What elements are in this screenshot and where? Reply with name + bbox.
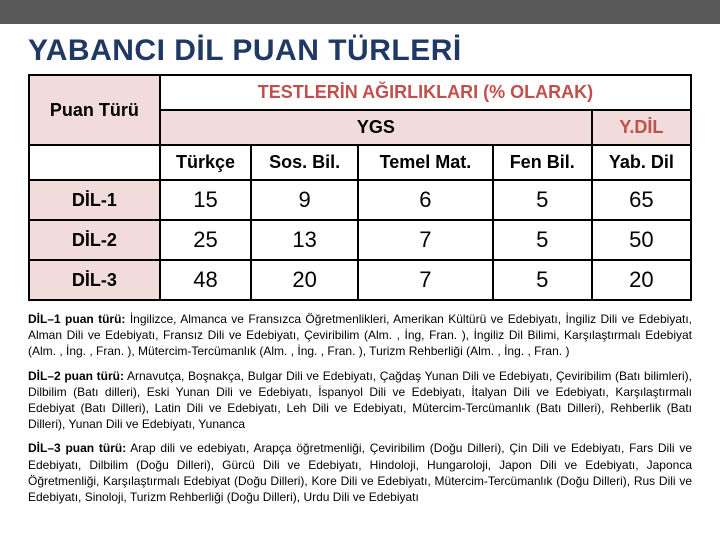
row-label: DİL-2 <box>29 220 160 260</box>
cell: 6 <box>358 180 492 220</box>
blank-cell <box>29 145 160 180</box>
cell: 7 <box>358 260 492 300</box>
para-dil1-text: İngilizce, Almanca ve Fransızca Öğretmen… <box>28 312 692 358</box>
cell: 20 <box>592 260 691 300</box>
score-table: Puan Türü TESTLERİN AĞIRLIKLARI (% OLARA… <box>28 74 692 301</box>
col-fenbil: Fen Bil. <box>493 145 592 180</box>
cell: 5 <box>493 180 592 220</box>
cell: 48 <box>160 260 251 300</box>
cell: 7 <box>358 220 492 260</box>
hdr-puan-turu: Puan Türü <box>29 75 160 145</box>
top-bar <box>0 0 720 24</box>
para-dil1: DİL–1 puan türü: İngilizce, Almanca ve F… <box>28 311 692 360</box>
hdr-ygs: YGS <box>160 110 592 145</box>
row-label: DİL-3 <box>29 260 160 300</box>
col-temelmat: Temel Mat. <box>358 145 492 180</box>
table-row: DİL-1 15 9 6 5 65 <box>29 180 691 220</box>
table-wrap: Puan Türü TESTLERİN AĞIRLIKLARI (% OLARA… <box>0 74 720 301</box>
page-title: YABANCI DİL PUAN TÜRLERİ <box>0 24 720 74</box>
hdr-ydil: Y.DİL <box>592 110 691 145</box>
para-dil2-text: Arnavutça, Boşnakça, Bulgar Dili ve Edeb… <box>28 369 692 432</box>
cell: 50 <box>592 220 691 260</box>
cell: 15 <box>160 180 251 220</box>
para-dil2-label: DİL–2 puan türü: <box>28 369 124 383</box>
para-dil2: DİL–2 puan türü: Arnavutça, Boşnakça, Bu… <box>28 368 692 433</box>
cell: 5 <box>493 220 592 260</box>
para-dil3-label: DİL–3 puan türü: <box>28 441 126 455</box>
cell: 5 <box>493 260 592 300</box>
para-dil1-label: DİL–1 puan türü: <box>28 312 125 326</box>
description-block: DİL–1 puan türü: İngilizce, Almanca ve F… <box>0 301 720 505</box>
row-label: DİL-1 <box>29 180 160 220</box>
para-dil3-text: Arap dili ve edebiyatı, Arapça öğretmenl… <box>28 441 692 504</box>
cell: 25 <box>160 220 251 260</box>
cell: 9 <box>251 180 358 220</box>
col-sosbil: Sos. Bil. <box>251 145 358 180</box>
cell: 20 <box>251 260 358 300</box>
cell: 65 <box>592 180 691 220</box>
col-yabdil: Yab. Dil <box>592 145 691 180</box>
table-row: DİL-2 25 13 7 5 50 <box>29 220 691 260</box>
cell: 13 <box>251 220 358 260</box>
col-turkce: Türkçe <box>160 145 251 180</box>
hdr-testlerin: TESTLERİN AĞIRLIKLARI (% OLARAK) <box>160 75 691 110</box>
para-dil3: DİL–3 puan türü: Arap dili ve edebiyatı,… <box>28 440 692 505</box>
table-row: DİL-3 48 20 7 5 20 <box>29 260 691 300</box>
